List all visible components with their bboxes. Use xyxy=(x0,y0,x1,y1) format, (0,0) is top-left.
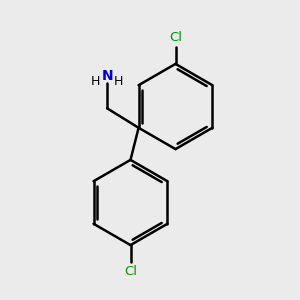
Text: Cl: Cl xyxy=(169,31,182,44)
Text: H: H xyxy=(91,75,100,88)
Text: N: N xyxy=(101,69,113,83)
Text: H: H xyxy=(114,75,123,88)
Text: Cl: Cl xyxy=(124,265,137,278)
